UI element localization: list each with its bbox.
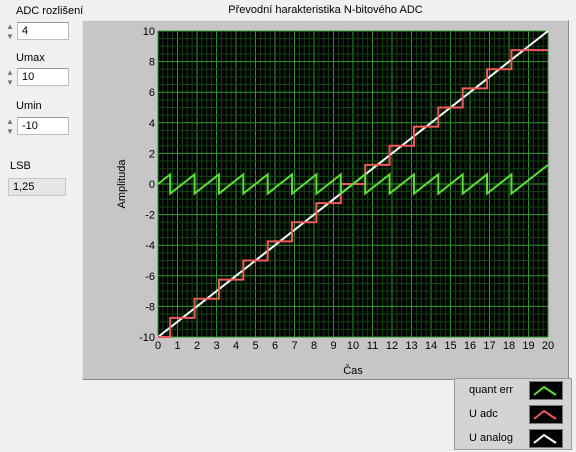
legend-label: U adc	[469, 408, 498, 420]
plot-legend[interactable]: quant err U adc U analog	[454, 378, 572, 450]
umin-control[interactable]: ▲ ▼ -10	[4, 117, 69, 137]
umin-spinner[interactable]: ▲ ▼	[4, 117, 16, 137]
lsb-indicator: 1,25	[8, 178, 66, 196]
umax-input[interactable]: 10	[17, 68, 69, 86]
legend-item-u-analog[interactable]: U analog	[455, 427, 573, 450]
umax-control[interactable]: ▲ ▼ 10	[4, 68, 69, 88]
adc-resolution-label: ADC rozlišení	[16, 5, 84, 17]
adc-resolution-control[interactable]: ▲ ▼ 4	[4, 22, 69, 42]
decrement-arrow-icon[interactable]: ▼	[6, 127, 14, 136]
decrement-arrow-icon[interactable]: ▼	[6, 78, 14, 87]
umax-spinner[interactable]: ▲ ▼	[4, 68, 16, 88]
legend-swatch-u-adc[interactable]	[529, 405, 563, 424]
lsb-label: LSB	[10, 160, 31, 172]
adc-resolution-spinner[interactable]: ▲ ▼	[4, 22, 16, 42]
legend-label: quant err	[469, 384, 514, 396]
chart-title: Převodní harakteristika N-bitového ADC	[228, 4, 423, 16]
increment-arrow-icon[interactable]: ▲	[6, 68, 14, 77]
legend-item-u-adc[interactable]: U adc	[455, 403, 573, 426]
legend-swatch-quant-err[interactable]	[529, 381, 563, 400]
umin-label: Umin	[16, 100, 42, 112]
legend-swatch-u-analog[interactable]	[529, 429, 563, 448]
decrement-arrow-icon[interactable]: ▼	[6, 32, 14, 41]
increment-arrow-icon[interactable]: ▲	[6, 117, 14, 126]
line-sample-icon	[533, 385, 557, 396]
adc-resolution-input[interactable]: 4	[17, 22, 69, 40]
legend-label: U analog	[469, 432, 514, 444]
line-sample-icon	[533, 433, 557, 444]
graph-frame	[82, 20, 569, 380]
umax-label: Umax	[16, 52, 45, 64]
increment-arrow-icon[interactable]: ▲	[6, 22, 14, 31]
legend-item-quant-err[interactable]: quant err	[455, 379, 573, 402]
umin-input[interactable]: -10	[17, 117, 69, 135]
line-sample-icon	[533, 409, 557, 420]
